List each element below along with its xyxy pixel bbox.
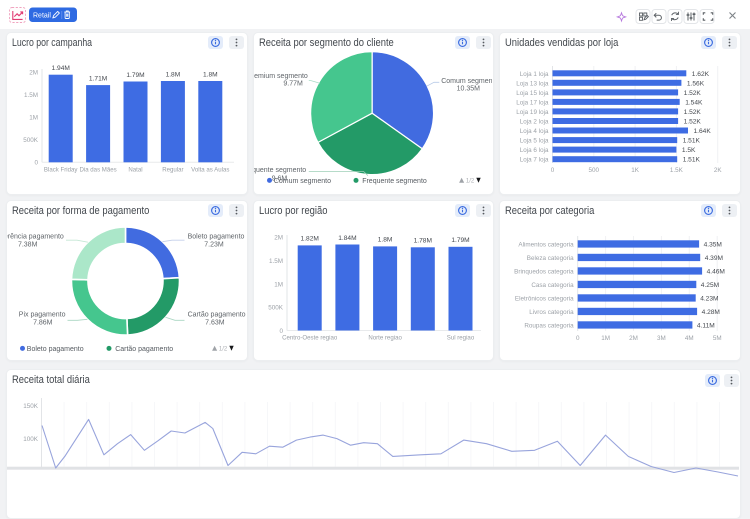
svg-text:Eletrônicos categoria: Eletrônicos categoria (515, 295, 574, 302)
svg-text:Loja 13 loja: Loja 13 loja (516, 80, 549, 87)
svg-text:1M: 1M (274, 281, 283, 288)
svg-text:4.11M: 4.11M (697, 322, 715, 329)
svg-text:Pix pagamento: Pix pagamento (19, 311, 66, 318)
svg-text:1.5M: 1.5M (24, 92, 38, 99)
svg-text:1/2: 1/2 (219, 346, 228, 352)
svg-text:Volta as Aulas: Volta as Aulas (191, 166, 229, 173)
svg-text:Premium segmento: Premium segmento (253, 73, 308, 80)
svg-text:1.78M: 1.78M (413, 237, 431, 244)
svg-text:1.71M: 1.71M (89, 75, 107, 82)
svg-text:4.25M: 4.25M (701, 281, 719, 288)
svg-text:Loja 6 loja: Loja 6 loja (520, 147, 549, 154)
svg-text:4.28M: 4.28M (702, 308, 720, 315)
svg-text:0: 0 (34, 159, 38, 166)
svg-text:1.8M: 1.8M (166, 71, 181, 78)
svg-text:1.54K: 1.54K (685, 99, 703, 106)
svg-text:2M: 2M (29, 69, 38, 76)
svg-text:1M: 1M (29, 114, 38, 121)
svg-text:1.52K: 1.52K (684, 108, 702, 115)
svg-text:1.52K: 1.52K (684, 118, 702, 125)
svg-text:1.51K: 1.51K (683, 137, 701, 144)
svg-text:Norte regiao: Norte regiao (368, 334, 402, 341)
svg-text:500K: 500K (268, 304, 284, 311)
svg-text:4M: 4M (685, 335, 694, 342)
svg-text:Sul regiao: Sul regiao (446, 334, 474, 341)
svg-text:Loja 5 loja: Loja 5 loja (520, 137, 549, 144)
svg-text:1.5M: 1.5M (269, 257, 283, 264)
svg-text:Alimentos categoria: Alimentos categoria (518, 241, 574, 248)
svg-text:1K: 1K (631, 167, 640, 174)
svg-text:Boleto pagamento: Boleto pagamento (188, 233, 245, 240)
svg-text:2M: 2M (629, 335, 638, 342)
svg-text:Cartão pagamento: Cartão pagamento (115, 346, 173, 353)
svg-text:4.39M: 4.39M (705, 254, 723, 261)
svg-text:0: 0 (551, 167, 555, 174)
svg-text:500K: 500K (23, 137, 39, 144)
svg-text:9.6M: 9.6M (271, 175, 287, 182)
svg-text:9.77M: 9.77M (283, 80, 303, 87)
svg-text:Loja 17 loja: Loja 17 loja (516, 99, 549, 106)
svg-text:Regular: Regular (162, 166, 183, 173)
svg-text:Loja 19 loja: Loja 19 loja (516, 108, 549, 115)
svg-text:Centro-Oeste regiao: Centro-Oeste regiao (282, 334, 338, 341)
svg-text:1.84M: 1.84M (338, 234, 356, 241)
svg-text:1.94M: 1.94M (52, 65, 70, 72)
svg-text:Transferência pagamento: Transferência pagamento (6, 233, 64, 240)
svg-text:1.82M: 1.82M (300, 235, 318, 242)
svg-text:7.86M: 7.86M (33, 319, 53, 326)
svg-text:Loja 7 loja: Loja 7 loja (520, 156, 549, 163)
svg-text:Brinquedos categoria: Brinquedos categoria (514, 268, 574, 275)
svg-text:0: 0 (576, 335, 580, 342)
svg-text:1.52K: 1.52K (684, 89, 702, 96)
svg-text:5M: 5M (713, 335, 722, 342)
svg-text:Roupas categoria: Roupas categoria (524, 322, 574, 329)
svg-text:Black Friday: Black Friday (44, 166, 78, 173)
svg-text:1.62K: 1.62K (692, 70, 710, 77)
svg-text:100K: 100K (23, 436, 39, 443)
svg-text:Loja 15 loja: Loja 15 loja (516, 89, 549, 96)
svg-text:1.79M: 1.79M (451, 237, 469, 244)
svg-text:Cartão pagamento: Cartão pagamento (188, 311, 246, 318)
svg-text:1.64K: 1.64K (694, 128, 712, 135)
svg-text:1.8M: 1.8M (377, 236, 392, 243)
svg-text:4.23M: 4.23M (700, 295, 718, 302)
svg-text:3M: 3M (657, 335, 666, 342)
svg-text:4.35M: 4.35M (704, 241, 722, 248)
svg-text:1.79M: 1.79M (126, 71, 144, 78)
svg-text:7.63M: 7.63M (205, 319, 225, 326)
svg-text:Frequente segmento: Frequente segmento (362, 178, 427, 185)
svg-text:4.46M: 4.46M (707, 268, 725, 275)
svg-text:Beleza categoria: Beleza categoria (527, 254, 574, 261)
svg-text:7.38M: 7.38M (18, 241, 38, 248)
svg-text:Retail: Retail (33, 13, 51, 20)
svg-text:1M: 1M (601, 335, 610, 342)
svg-text:7.23M: 7.23M (204, 241, 224, 248)
svg-text:Natal: Natal (128, 166, 142, 173)
svg-text:1/2: 1/2 (465, 178, 474, 184)
svg-text:Loja 2 loja: Loja 2 loja (520, 118, 549, 125)
svg-text:Loja 4 loja: Loja 4 loja (520, 128, 549, 135)
svg-text:150K: 150K (23, 403, 39, 410)
svg-text:0: 0 (279, 328, 283, 335)
svg-text:Loja 1 loja: Loja 1 loja (520, 70, 549, 77)
svg-text:10.35M: 10.35M (456, 85, 480, 92)
svg-text:1.51K: 1.51K (683, 156, 701, 163)
svg-text:1.56K: 1.56K (687, 80, 705, 87)
svg-text:Comum segmento: Comum segmento (441, 78, 492, 85)
svg-text:2K: 2K (714, 167, 723, 174)
svg-text:Comum segmento: Comum segmento (273, 178, 330, 185)
svg-text:Livros categoria: Livros categoria (529, 308, 574, 315)
svg-text:500: 500 (589, 167, 600, 174)
svg-text:1.5K: 1.5K (670, 167, 684, 174)
svg-text:1.8M: 1.8M (203, 71, 218, 78)
svg-text:2M: 2M (274, 234, 283, 241)
svg-text:Dia das Mães: Dia das Mães (79, 166, 116, 173)
svg-text:Boleto pagamento: Boleto pagamento (27, 346, 84, 353)
svg-text:1.5K: 1.5K (682, 147, 696, 154)
svg-text:Casa categoria: Casa categoria (531, 281, 574, 288)
svg-text:Frequente segmento: Frequente segmento (253, 167, 306, 174)
